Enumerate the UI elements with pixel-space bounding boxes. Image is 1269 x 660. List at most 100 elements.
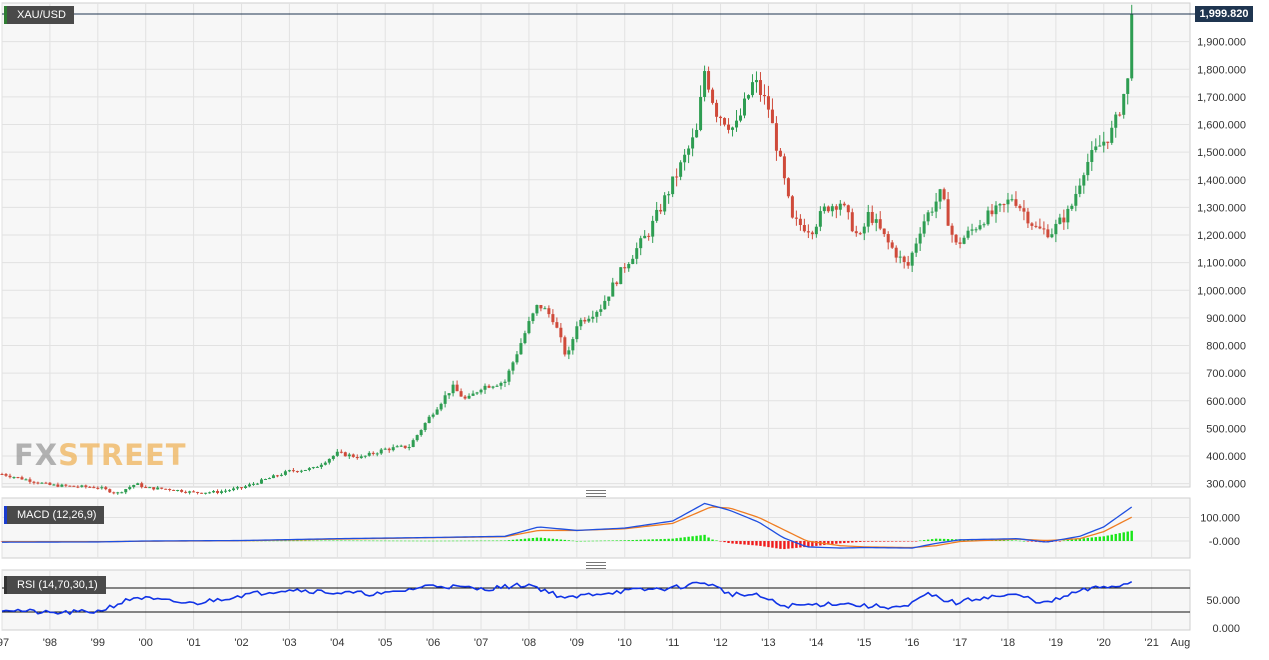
candle-body (982, 224, 986, 226)
macd-histogram-bar (906, 541, 910, 542)
macd-histogram-bar (926, 539, 930, 541)
candle-body (244, 486, 248, 488)
candle-body (559, 327, 563, 338)
candle-body (1054, 223, 1058, 235)
macd-histogram-bar (451, 540, 455, 542)
candle-body (1094, 146, 1098, 151)
candle-body (232, 488, 236, 491)
macd-histogram-bar (615, 540, 618, 541)
macd-histogram-bar (579, 540, 583, 542)
x-tick-label: '14 (809, 637, 823, 649)
x-tick-label: '19 (1049, 637, 1063, 649)
x-tick-label: '00 (139, 637, 153, 649)
macd-histogram-bar (1086, 537, 1090, 541)
candle-body (978, 225, 982, 230)
macd-histogram-bar (308, 540, 311, 542)
candle-body (431, 414, 435, 417)
candle-body (224, 490, 228, 492)
x-tick-label: '01 (186, 637, 200, 649)
candle-body (32, 481, 36, 483)
candle-body (766, 96, 770, 110)
candle-body (148, 487, 152, 489)
candle-body (216, 491, 220, 493)
candle-body (52, 484, 56, 486)
rsi-resize-handle[interactable] (586, 562, 606, 569)
macd-histogram-bar (280, 540, 283, 542)
candle-body (623, 267, 627, 269)
macd-histogram-bar (411, 540, 415, 542)
candle-body (902, 256, 906, 263)
candle-body (347, 454, 351, 457)
macd-histogram-bar (623, 540, 626, 541)
macd-histogram-bar (831, 541, 834, 545)
macd-histogram-bar (934, 538, 938, 541)
macd-resize-handle[interactable] (586, 490, 606, 497)
x-tick-label: '17 (953, 637, 967, 649)
macd-histogram-bar (304, 540, 307, 542)
macd-histogram-bar (567, 540, 571, 541)
macd-histogram-bar (671, 538, 674, 541)
candle-body (798, 218, 802, 226)
macd-histogram-bar (635, 539, 638, 541)
candle-body (88, 486, 92, 488)
candle-body (208, 492, 212, 494)
candle-body (192, 491, 196, 493)
macd-histogram-bar (603, 540, 606, 542)
candle-body (116, 492, 120, 494)
candle-body (307, 468, 311, 470)
price-tick-label: 1,900.000 (1197, 37, 1246, 49)
macd-histogram-bar (902, 541, 906, 542)
macd-histogram-bar (272, 540, 275, 542)
macd-histogram-bar (787, 541, 790, 549)
macd-histogram-bar (631, 540, 634, 541)
macd-histogram-bar (930, 539, 934, 541)
candle-body (375, 453, 379, 455)
macd-histogram-bar (523, 538, 527, 541)
price-tick-label: 1,500.000 (1197, 147, 1246, 159)
candle-body (731, 127, 735, 130)
candle-body (906, 262, 910, 266)
candle-body (539, 304, 543, 309)
candle-body (958, 242, 962, 244)
macd-histogram-bar (583, 540, 587, 542)
candle-body (842, 203, 846, 206)
rsi-tick-label: 0.000 (1212, 623, 1240, 635)
macd-histogram-bar (300, 540, 303, 542)
candle-body (994, 205, 998, 215)
macd-histogram-bar (763, 541, 766, 547)
candle-body (603, 300, 607, 310)
macd-histogram-bar (531, 537, 535, 541)
macd-histogram-bar (575, 541, 579, 542)
candle-body (172, 489, 176, 491)
macd-histogram-bar (1010, 540, 1014, 541)
macd-line (1, 502, 1133, 549)
macd-histogram-bar (815, 541, 818, 546)
macd-histogram-bar (879, 541, 882, 542)
macd-histogram-bar (372, 540, 375, 542)
macd-label-text: MACD (12,26,9) (17, 509, 97, 521)
macd-histogram-bar (392, 540, 395, 542)
candle-body (543, 308, 547, 310)
macd-histogram-bar (340, 540, 343, 542)
macd-histogram-bar (479, 540, 483, 542)
macd-histogram-bar (683, 537, 686, 541)
candle-body (108, 489, 112, 493)
candle-body (44, 482, 48, 484)
candle-body (970, 229, 974, 231)
x-tick-label: '18 (1001, 637, 1015, 649)
macd-histogram-bar (898, 541, 902, 542)
x-tick-label: '09 (570, 637, 584, 649)
macd-histogram-bar (946, 539, 950, 541)
candle-body (639, 238, 643, 249)
candle-body (527, 321, 531, 334)
candle-body (1086, 161, 1090, 176)
candle-body (96, 487, 100, 489)
x-tick-label: '05 (378, 637, 392, 649)
macd-histogram-bar (364, 540, 367, 542)
macd-histogram-bar (779, 541, 782, 549)
candle-body (188, 491, 192, 493)
macd-histogram-bar (883, 541, 886, 542)
candle-body (667, 194, 671, 196)
macd-histogram-bar (719, 541, 722, 542)
x-tick-label: '10 (618, 637, 632, 649)
